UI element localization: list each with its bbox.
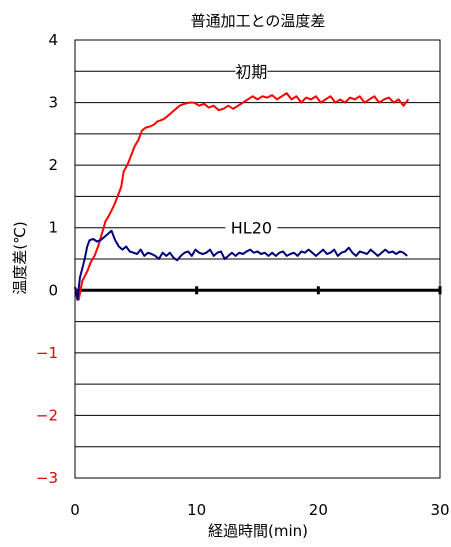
- y-tick-label: 4: [48, 31, 58, 49]
- series-line: [74, 92, 410, 301]
- y-tick-labels: 4 3 2 1 0 −1 −2 −3: [36, 31, 58, 487]
- plot-frame: [74, 39, 441, 479]
- y-tick-label: 1: [48, 219, 58, 237]
- y-tick-label: 3: [48, 94, 58, 112]
- series-labels: 初期 HL20: [225, 61, 278, 238]
- x-axis-label: 経過時間(min): [208, 522, 308, 540]
- series-label: 初期: [235, 62, 267, 81]
- y-tick-label: −2: [36, 406, 58, 424]
- y-tick-label: 0: [48, 281, 58, 299]
- y-tick-label: −3: [36, 469, 58, 487]
- x-tick-label: 10: [187, 501, 206, 519]
- series-label-backing: [235, 61, 268, 82]
- x-tick-label: 20: [309, 501, 328, 519]
- x-tick-label: 30: [430, 501, 449, 519]
- series-group: [74, 92, 410, 301]
- series-line: [74, 229, 408, 301]
- series-label: HL20: [231, 219, 272, 238]
- x-tick-labels: 0 10 20 30: [70, 501, 449, 519]
- grid-lines: [75, 70, 440, 448]
- y-axis-label: 温度差(℃): [11, 221, 29, 295]
- series-label-backing: [225, 217, 278, 238]
- y-tick-label: 2: [48, 156, 58, 174]
- y-tick-label: −1: [36, 344, 58, 362]
- chart-title: 普通加工との温度差: [191, 12, 326, 30]
- zero-line-group: [75, 286, 442, 295]
- x-tick-label: 0: [70, 501, 80, 519]
